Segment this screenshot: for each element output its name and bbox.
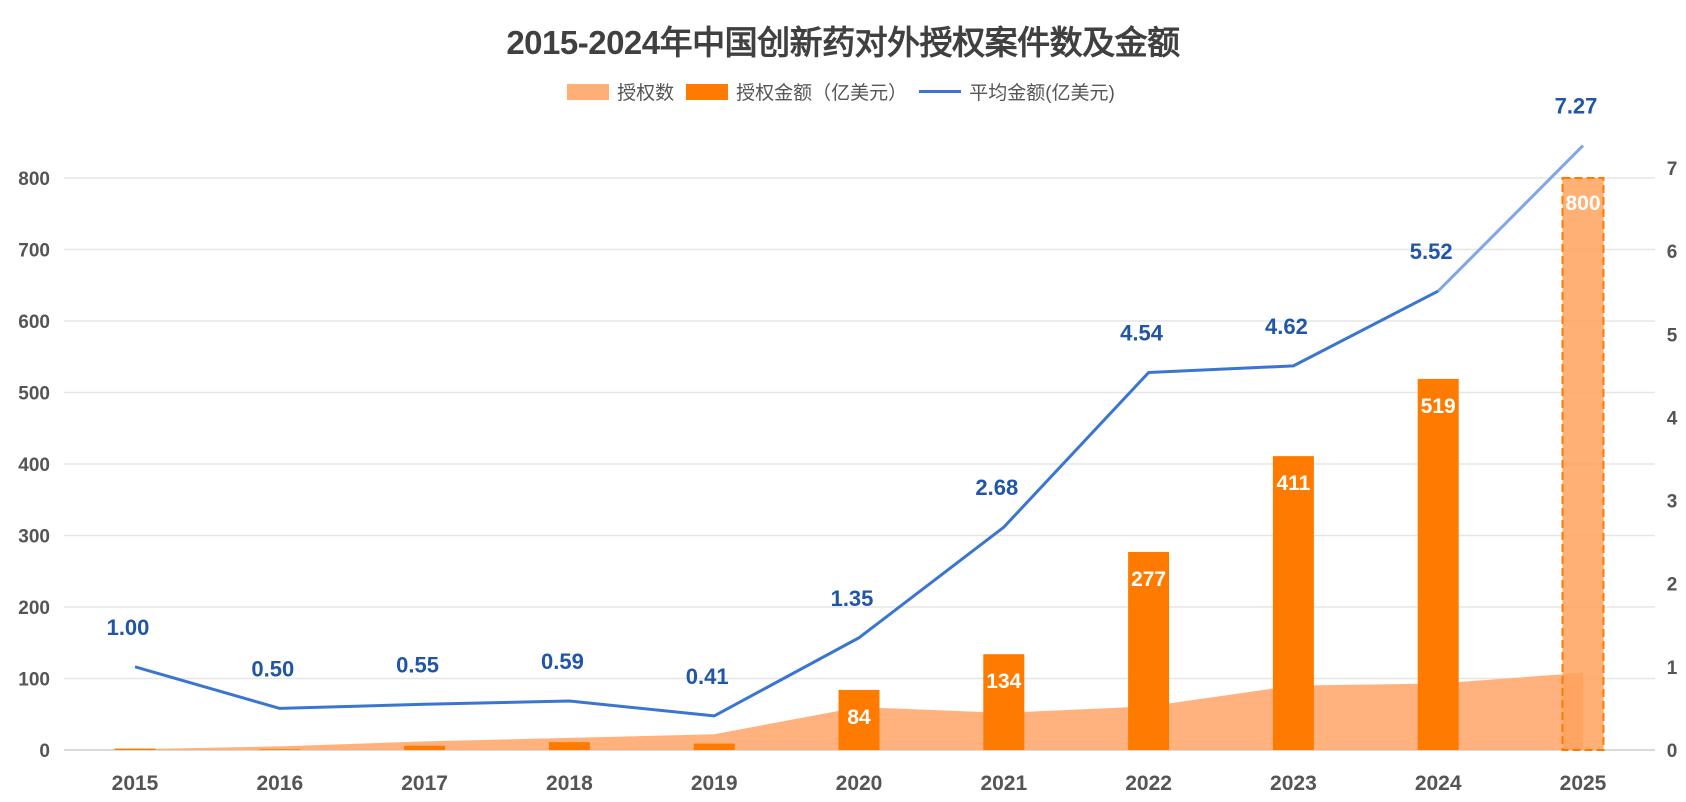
x-axis-tick: 2021	[980, 772, 1027, 795]
bar-data-label: 411	[1276, 472, 1310, 495]
x-axis-tick: 2023	[1270, 772, 1317, 795]
bar-data-label: 800	[1565, 192, 1600, 215]
right-axis-tick: 1	[1667, 658, 1678, 679]
bar-data-label: 277	[1131, 568, 1166, 591]
right-axis-tick: 2	[1667, 575, 1678, 596]
legend-label-average: 平均金额(亿美元)	[969, 83, 1115, 104]
legend-label-amount: 授权金额（亿美元）	[736, 83, 908, 104]
bar-data-label: 84	[847, 706, 871, 729]
chart-title: 2015-2024年中国创新药对外授权案件数及金额	[506, 24, 1180, 61]
x-axis-tick: 2015	[112, 772, 159, 795]
bar-amount	[838, 689, 880, 750]
line-data-label: 0.55	[396, 652, 439, 677]
left-axis-tick: 0	[39, 741, 50, 762]
x-axis-tick: 2018	[546, 772, 593, 795]
line-data-label: 0.50	[251, 656, 294, 681]
bar-amount	[114, 748, 156, 750]
left-axis-tick: 600	[18, 312, 50, 333]
left-axis-tick: 300	[18, 527, 50, 548]
legend-item-average[interactable]: 平均金额(亿美元)	[919, 78, 1115, 105]
x-axis-tick: 2022	[1125, 772, 1172, 795]
legend: 授权数 授权金额（亿美元） 平均金额(亿美元)	[0, 78, 1686, 105]
x-axis-tick: 2025	[1560, 772, 1607, 795]
bar-amount	[1128, 551, 1170, 750]
bar-data-label: 519	[1421, 395, 1456, 418]
left-axis-tick: 500	[18, 384, 50, 405]
bar-amount	[983, 654, 1025, 750]
bar-amount	[1272, 456, 1314, 750]
legend-item-count[interactable]: 授权数	[567, 78, 674, 105]
line-data-label: 2.68	[975, 475, 1018, 500]
legend-label-count: 授权数	[617, 83, 675, 104]
right-axis-tick: 0	[1667, 741, 1678, 762]
legend-swatch-amount	[686, 83, 729, 100]
left-axis-tick: 200	[18, 598, 50, 619]
bar-data-label: 134	[986, 670, 1021, 693]
legend-swatch-average	[919, 90, 962, 93]
line-average-amount	[134, 289, 1439, 718]
line-data-label: 1.35	[831, 586, 874, 611]
x-axis-tick: 2017	[401, 772, 448, 795]
bar-amount	[693, 743, 735, 750]
x-axis-tick: 2024	[1415, 772, 1462, 795]
bar-amount	[1417, 378, 1459, 750]
right-axis-tick: 4	[1667, 408, 1678, 429]
bar-amount	[548, 742, 590, 750]
line-data-label: 5.52	[1410, 239, 1453, 264]
line-average-amount-projected	[1437, 144, 1585, 293]
legend-item-amount[interactable]: 授权金额（亿美元）	[686, 78, 907, 105]
x-axis-tick: 2020	[836, 772, 883, 795]
right-axis-tick: 3	[1667, 492, 1678, 513]
bar-amount	[259, 749, 301, 750]
x-axis-tick: 2019	[691, 772, 738, 795]
bar-amount-projected	[1561, 177, 1605, 751]
right-axis-tick: 7	[1667, 159, 1678, 180]
x-axis-tick: 2016	[256, 772, 303, 795]
bar-amount	[404, 745, 446, 750]
left-axis-tick: 700	[18, 241, 50, 262]
right-axis-tick: 5	[1667, 325, 1678, 346]
line-data-label: 1.00	[107, 615, 150, 640]
line-data-label: 0.59	[541, 649, 584, 674]
left-axis-tick: 400	[18, 455, 50, 476]
legend-swatch-count	[567, 83, 610, 100]
line-data-label: 4.62	[1265, 314, 1308, 339]
left-axis-tick: 100	[18, 670, 50, 691]
line-data-label: 4.54	[1120, 321, 1164, 346]
line-data-label: 0.41	[686, 664, 729, 689]
right-axis-tick: 6	[1667, 242, 1678, 263]
line-data-label: 7.27	[1555, 94, 1598, 119]
left-axis-tick: 800	[18, 169, 50, 190]
